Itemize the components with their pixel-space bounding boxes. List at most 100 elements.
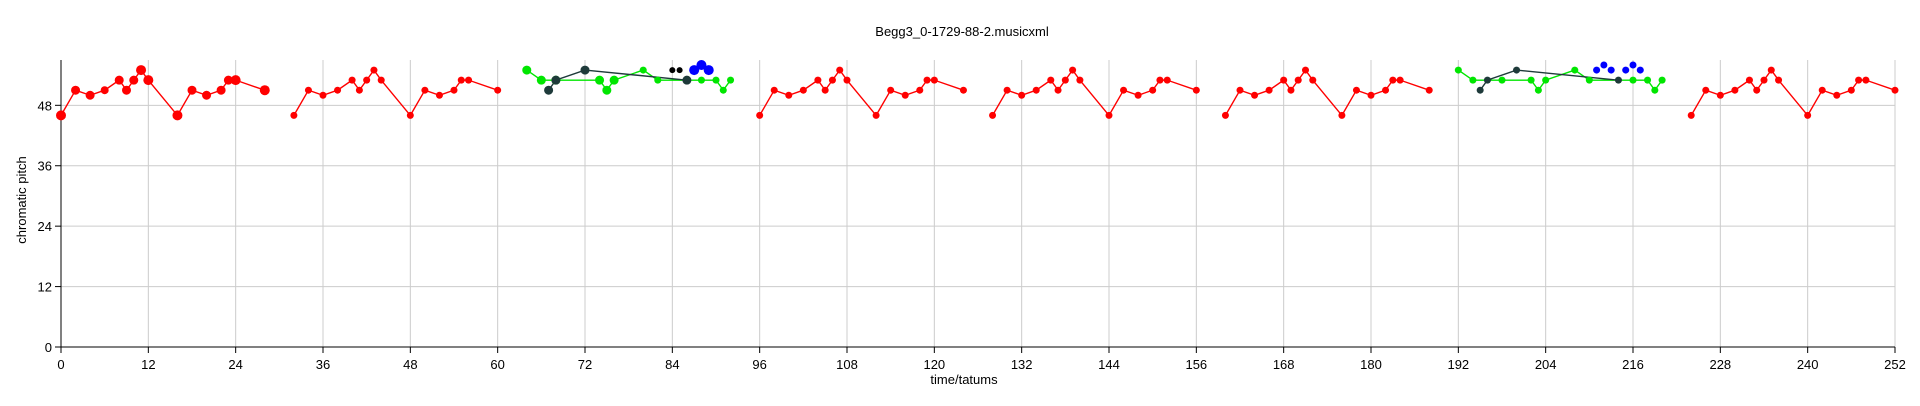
data-point (230, 75, 241, 86)
data-point (989, 111, 997, 119)
data-point (1236, 86, 1244, 94)
data-point (450, 86, 458, 94)
data-point (1221, 111, 1229, 119)
x-tick-label: 204 (1535, 357, 1557, 372)
x-tick-label: 168 (1273, 357, 1295, 372)
data-point (1134, 91, 1142, 99)
y-tick-label: 12 (38, 280, 52, 295)
data-points (56, 60, 1899, 121)
data-point (304, 86, 312, 94)
y-tick-label: 24 (38, 219, 52, 234)
data-point (1891, 86, 1899, 94)
data-point (1076, 76, 1084, 84)
data-point (654, 76, 662, 84)
data-point (1069, 66, 1077, 74)
data-point (1818, 86, 1826, 94)
data-point (1542, 76, 1550, 84)
data-point (136, 65, 147, 76)
data-point (259, 85, 270, 96)
data-point (377, 76, 385, 84)
data-point (1061, 76, 1069, 84)
data-point (494, 86, 502, 94)
data-point (363, 76, 371, 84)
x-tick-label: 12 (141, 357, 155, 372)
series-line (1479, 69, 1619, 91)
data-point (334, 86, 342, 94)
data-point (172, 110, 183, 121)
data-point (1622, 66, 1630, 74)
data-point (697, 76, 705, 84)
data-point (143, 75, 154, 86)
y-tick-label: 36 (38, 159, 52, 174)
data-point (1047, 76, 1055, 84)
data-point (1745, 76, 1753, 84)
data-point (1382, 86, 1390, 94)
data-point (887, 86, 895, 94)
data-point (689, 65, 700, 76)
data-point (756, 111, 764, 119)
y-tick-label: 0 (45, 340, 52, 355)
data-point (348, 76, 356, 84)
x-tick-label: 48 (403, 357, 417, 372)
data-point (959, 86, 967, 94)
x-tick-label: 252 (1884, 357, 1906, 372)
axes (55, 60, 1896, 353)
data-point (1593, 66, 1601, 74)
data-point (1716, 91, 1724, 99)
data-point (1607, 66, 1615, 74)
data-point (923, 76, 931, 84)
data-point (435, 91, 443, 99)
data-point (1476, 86, 1484, 94)
data-point (1636, 66, 1644, 74)
data-point (1280, 76, 1288, 84)
data-point (1534, 86, 1542, 94)
data-point (319, 91, 327, 99)
data-point (1760, 76, 1768, 84)
x-tick-label: 60 (490, 357, 504, 372)
data-point (1658, 76, 1666, 84)
data-point (100, 86, 109, 95)
data-point (223, 75, 233, 85)
data-point (355, 86, 363, 94)
data-point (1192, 86, 1200, 94)
x-tick-label: 156 (1185, 357, 1207, 372)
y-tick-labels: 0 12 24 36 48 (38, 98, 52, 355)
data-point (719, 86, 727, 94)
data-point (536, 75, 546, 85)
data-point (1054, 86, 1062, 94)
x-tick-label: 84 (665, 357, 679, 372)
data-point (421, 86, 429, 94)
x-tick-label: 216 (1622, 357, 1644, 372)
data-point (1163, 76, 1171, 84)
data-point (1396, 76, 1404, 84)
data-point (1527, 76, 1535, 84)
data-point (676, 67, 683, 74)
data-point (370, 66, 378, 74)
x-tick-label: 36 (316, 357, 330, 372)
data-point (1513, 66, 1521, 74)
y-tick-label: 48 (38, 98, 52, 113)
data-point (1120, 86, 1128, 94)
x-tick-label: 24 (228, 357, 242, 372)
data-point (1352, 86, 1360, 94)
data-point (930, 76, 938, 84)
data-point (639, 66, 647, 74)
data-point (696, 60, 707, 71)
data-point (1003, 86, 1011, 94)
data-point (821, 86, 829, 94)
data-point (122, 85, 131, 95)
data-point (457, 76, 465, 84)
data-point (1032, 86, 1040, 94)
data-point (916, 86, 924, 94)
data-point (1469, 76, 1477, 84)
data-point (1483, 76, 1491, 84)
data-point (1265, 86, 1273, 94)
data-point (1855, 76, 1863, 84)
data-point (799, 86, 807, 94)
data-point (1644, 76, 1652, 84)
x-tick-label: 96 (752, 357, 766, 372)
series-line (548, 69, 687, 91)
data-point (814, 76, 822, 84)
series-line (293, 68, 498, 117)
